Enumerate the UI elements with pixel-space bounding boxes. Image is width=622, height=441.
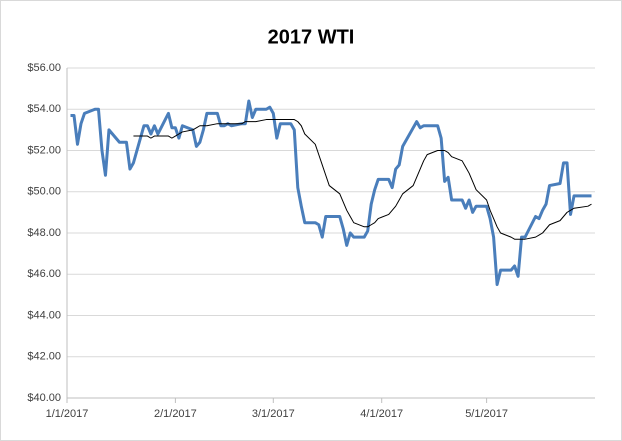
x-tick-label: 5/1/2017 [465,408,508,420]
x-tick-label: 2/1/2017 [154,408,197,420]
y-tick-label: $42.00 [27,351,61,363]
y-tick-label: $40.00 [27,392,61,404]
x-tick-label: 4/1/2017 [360,408,403,420]
y-tick-label: $56.00 [27,62,61,74]
y-tick-label: $46.00 [27,268,61,280]
series-line [70,99,592,287]
y-tick-label: $50.00 [27,186,61,198]
y-tick-label: $52.00 [27,144,61,156]
y-tick-label: $48.00 [27,227,61,239]
series-line [133,119,592,240]
y-tick-label: $54.00 [27,103,61,115]
x-tick-label: 3/1/2017 [252,408,295,420]
y-tick-label: $44.00 [27,309,61,321]
chart-title: 2017 WTI [268,26,355,48]
x-tick-label: 1/1/2017 [46,408,89,420]
